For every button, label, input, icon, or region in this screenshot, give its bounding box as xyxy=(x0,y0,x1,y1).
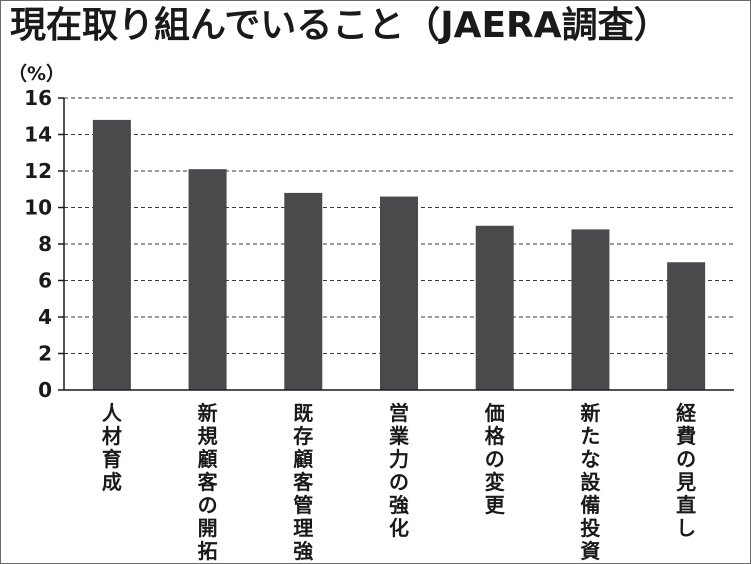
category-label: 既存顧客管理強化 xyxy=(292,401,314,564)
category-label: 人材育成 xyxy=(102,401,123,494)
bar xyxy=(92,119,131,391)
y-tick-label: 14 xyxy=(24,123,52,147)
y-axis-unit-label: （%） xyxy=(8,62,65,85)
y-tick-label: 4 xyxy=(38,305,52,329)
bar xyxy=(284,192,323,390)
bar xyxy=(667,262,706,390)
category-label: 経費の見直し xyxy=(676,401,697,540)
category-labels: 人材育成 新規顧客の開拓 既存顧客管理強化 営業力の強化 価格の変更 新たな設備投資 経費の… xyxy=(102,401,697,564)
bar xyxy=(188,169,227,390)
category-label: 新たな設備投資 xyxy=(580,401,601,563)
bar xyxy=(475,225,514,390)
y-tick-label: 2 xyxy=(38,342,52,366)
y-tick-label: 0 xyxy=(38,378,52,402)
bar xyxy=(380,196,418,390)
bar xyxy=(571,229,610,390)
bars xyxy=(92,119,706,391)
chart-title: 現在取り組んでいること（JAERA調査） xyxy=(10,5,670,46)
axes xyxy=(63,98,734,391)
y-tick-label: 6 xyxy=(38,269,52,293)
y-axis-ticks: 0 2 4 6 8 10 12 14 16 xyxy=(24,86,64,402)
y-tick-label: 10 xyxy=(24,196,52,220)
y-tick-label: 12 xyxy=(24,159,52,183)
category-label: 営業力の強化 xyxy=(389,401,410,540)
y-tick-label: 16 xyxy=(24,86,52,110)
y-tick-label: 8 xyxy=(38,232,52,256)
category-label: 価格の変更 xyxy=(484,401,506,517)
category-label: 新規顧客の開拓 xyxy=(197,401,219,563)
